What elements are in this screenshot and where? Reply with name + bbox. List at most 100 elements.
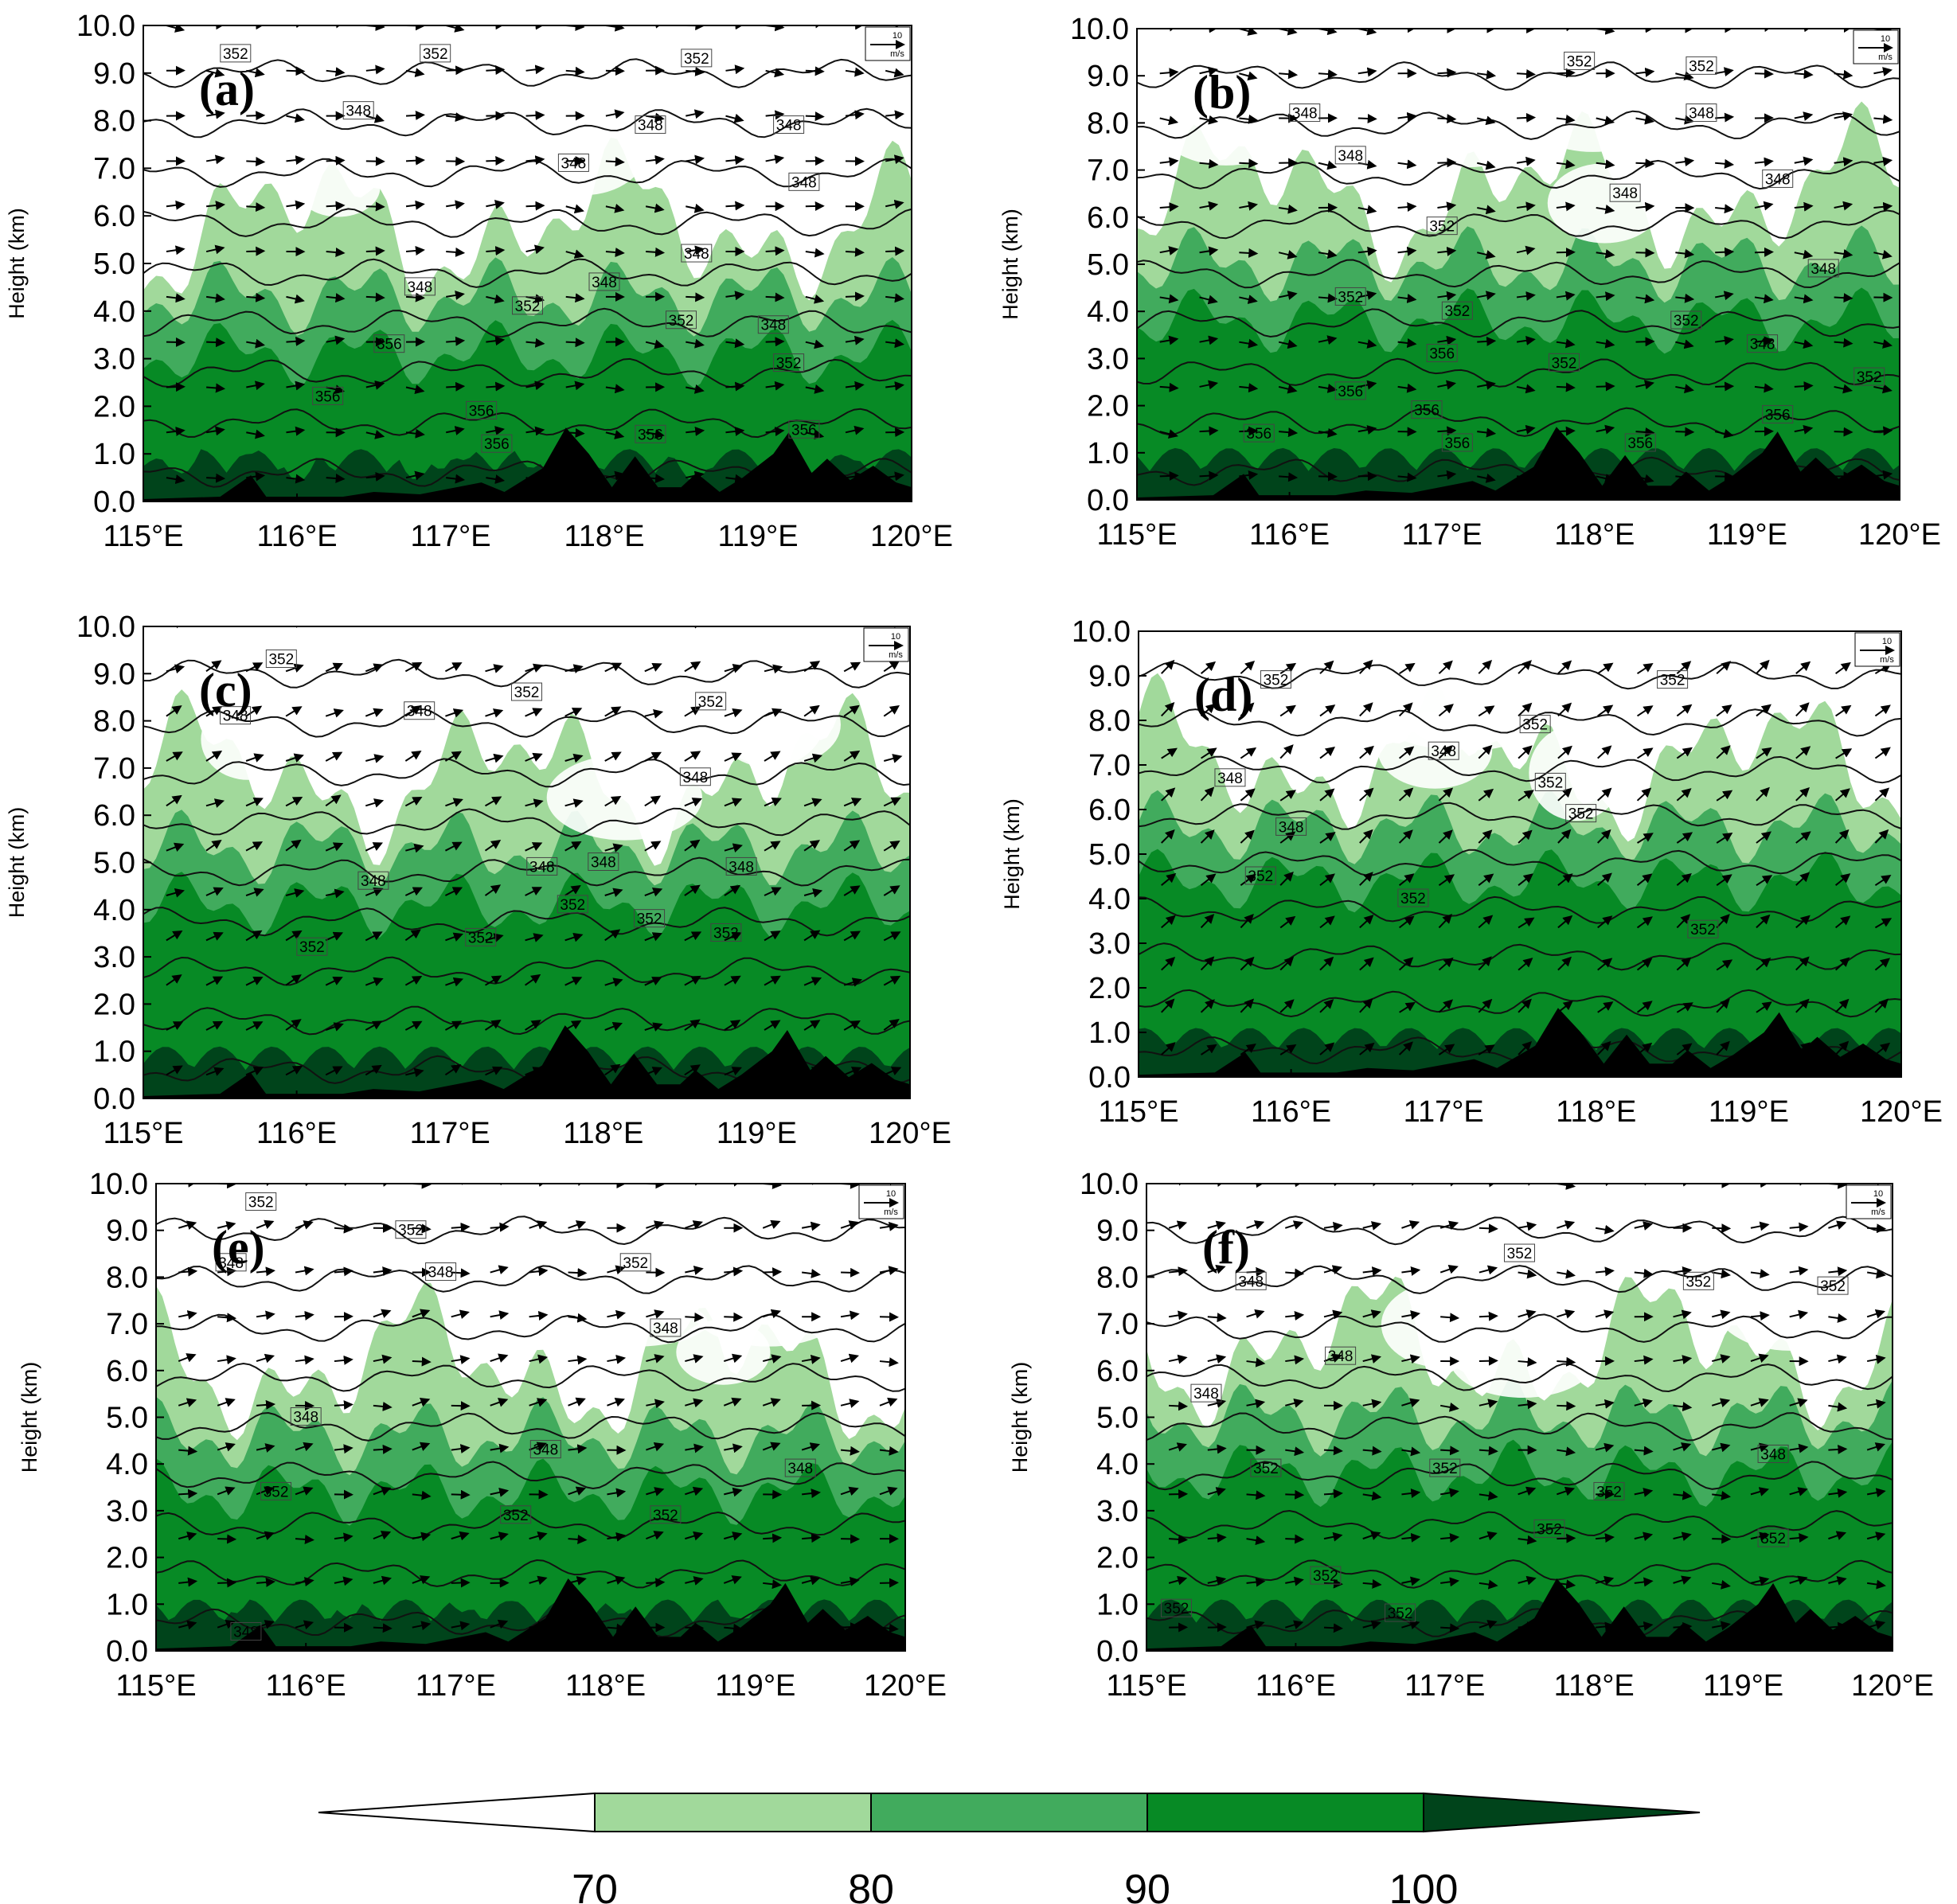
contour-label-box [1762, 404, 1794, 423]
wind-vector [1438, 1044, 1455, 1055]
wind-vector [1516, 335, 1536, 345]
wind-vector [178, 1446, 198, 1456]
wind-vector [1399, 915, 1415, 929]
wind-vector [1557, 1356, 1576, 1367]
wind-vector [205, 839, 222, 852]
wind-vector [1714, 67, 1734, 77]
y-tick-label: 6.0 [93, 799, 135, 833]
wind-vector [724, 1067, 742, 1076]
wind-vector [564, 932, 584, 942]
wind-vector [564, 798, 584, 808]
contour-label: 356 [469, 403, 494, 419]
wind-vector [1200, 956, 1215, 971]
wind-vector [1478, 1311, 1498, 1321]
wind-vector [485, 753, 504, 763]
wind-vector [1754, 383, 1774, 393]
wind-vector [1636, 833, 1654, 844]
wind-vector [1794, 381, 1814, 392]
wind-vector [490, 1353, 509, 1363]
wind-vector [568, 1268, 588, 1278]
rh-over-100-band [1137, 447, 1900, 500]
wind-vectors [1161, 631, 1893, 1055]
rh-over-100-band [143, 449, 912, 501]
y-tick-label: 10.0 [1072, 615, 1131, 649]
wind-vector [166, 200, 186, 210]
wind-vector [1319, 832, 1336, 844]
wind-vector [1715, 204, 1735, 214]
wind-vector [246, 338, 265, 349]
wind-vector [405, 246, 425, 256]
wind-vector [286, 380, 306, 391]
wind-vector [803, 753, 823, 763]
wind-vector [1359, 915, 1374, 929]
wind-vector [1278, 250, 1298, 259]
wind-vector [686, 292, 705, 302]
theta-e-contour [1137, 209, 1900, 240]
contour-label: 348 [408, 279, 433, 296]
theta-e-contour [143, 307, 912, 338]
theta-e-contour [1146, 1313, 1893, 1343]
wind-vector [686, 384, 705, 394]
wind-vector [801, 1575, 821, 1586]
wind-vector [446, 200, 465, 210]
wind-vector [646, 1531, 664, 1540]
y-tick-label: 3.0 [1096, 1495, 1139, 1528]
contour-label: 348 [293, 1410, 318, 1426]
wind-vector [1201, 631, 1203, 632]
wind-vector [529, 1354, 549, 1364]
wind-vector [1754, 247, 1774, 257]
wind-vector [840, 1399, 860, 1408]
x-tick-label: 120°E [1860, 1095, 1943, 1129]
wind-vector [803, 888, 823, 898]
dry-pocket [1529, 87, 1656, 152]
wind-vector [883, 705, 900, 717]
y-tick-label: 3.0 [93, 941, 135, 974]
wind-vector [607, 1265, 626, 1275]
contour-label-box [1426, 343, 1458, 362]
x-tick-label: 116°E [256, 520, 337, 553]
wind-vector [365, 292, 385, 302]
reference-vector-unit: m/s [1878, 53, 1893, 62]
wind-vector [405, 68, 425, 78]
wind-vector [1873, 339, 1893, 349]
wind-vector [405, 428, 425, 439]
wind-vector [446, 381, 466, 392]
wind-vector [1359, 659, 1373, 674]
wind-vector [1676, 661, 1692, 674]
contour-label: 356 [1429, 345, 1455, 362]
contour-label-box [681, 49, 713, 68]
panel-plot-area: 352 352 352 348 348 348 352 352 352 348 352 352 352 3… [1146, 1184, 1893, 1651]
wind-vector [568, 1397, 586, 1407]
wind-vector [1318, 384, 1338, 393]
wind-vector [1756, 631, 1758, 632]
wind-vector [1161, 829, 1175, 844]
wind-vector [245, 797, 264, 807]
contour-label: 352 [1568, 806, 1594, 823]
wind-vector [326, 384, 346, 395]
wind-vector [1834, 157, 1853, 167]
x-tick-label: 120°E [869, 1117, 951, 1150]
wind-vector [1477, 160, 1496, 170]
contour-label-box [500, 1505, 532, 1524]
wind-vector [1359, 745, 1374, 759]
wind-vector [1874, 829, 1889, 844]
wind-vector [879, 1357, 899, 1368]
dry-pocket [201, 698, 295, 780]
dry-pocket [1381, 1282, 1502, 1368]
wind-vector [1874, 787, 1890, 802]
x-tick-label: 119°E [1707, 518, 1787, 552]
wind-vector [1557, 631, 1560, 632]
wind-vector [605, 384, 625, 394]
contour-label-box [357, 871, 389, 890]
dry-pocket [711, 666, 826, 767]
wind-vector [802, 1488, 822, 1499]
x-tick-label: 115°E [103, 1117, 183, 1150]
wind-vector [1516, 424, 1536, 435]
contour-label-box [290, 1407, 322, 1426]
wind-vector [1556, 201, 1576, 212]
wind-vector [1597, 631, 1600, 632]
wind-vector [686, 338, 705, 349]
wind-vector [883, 931, 901, 942]
wind-vector [883, 660, 900, 673]
